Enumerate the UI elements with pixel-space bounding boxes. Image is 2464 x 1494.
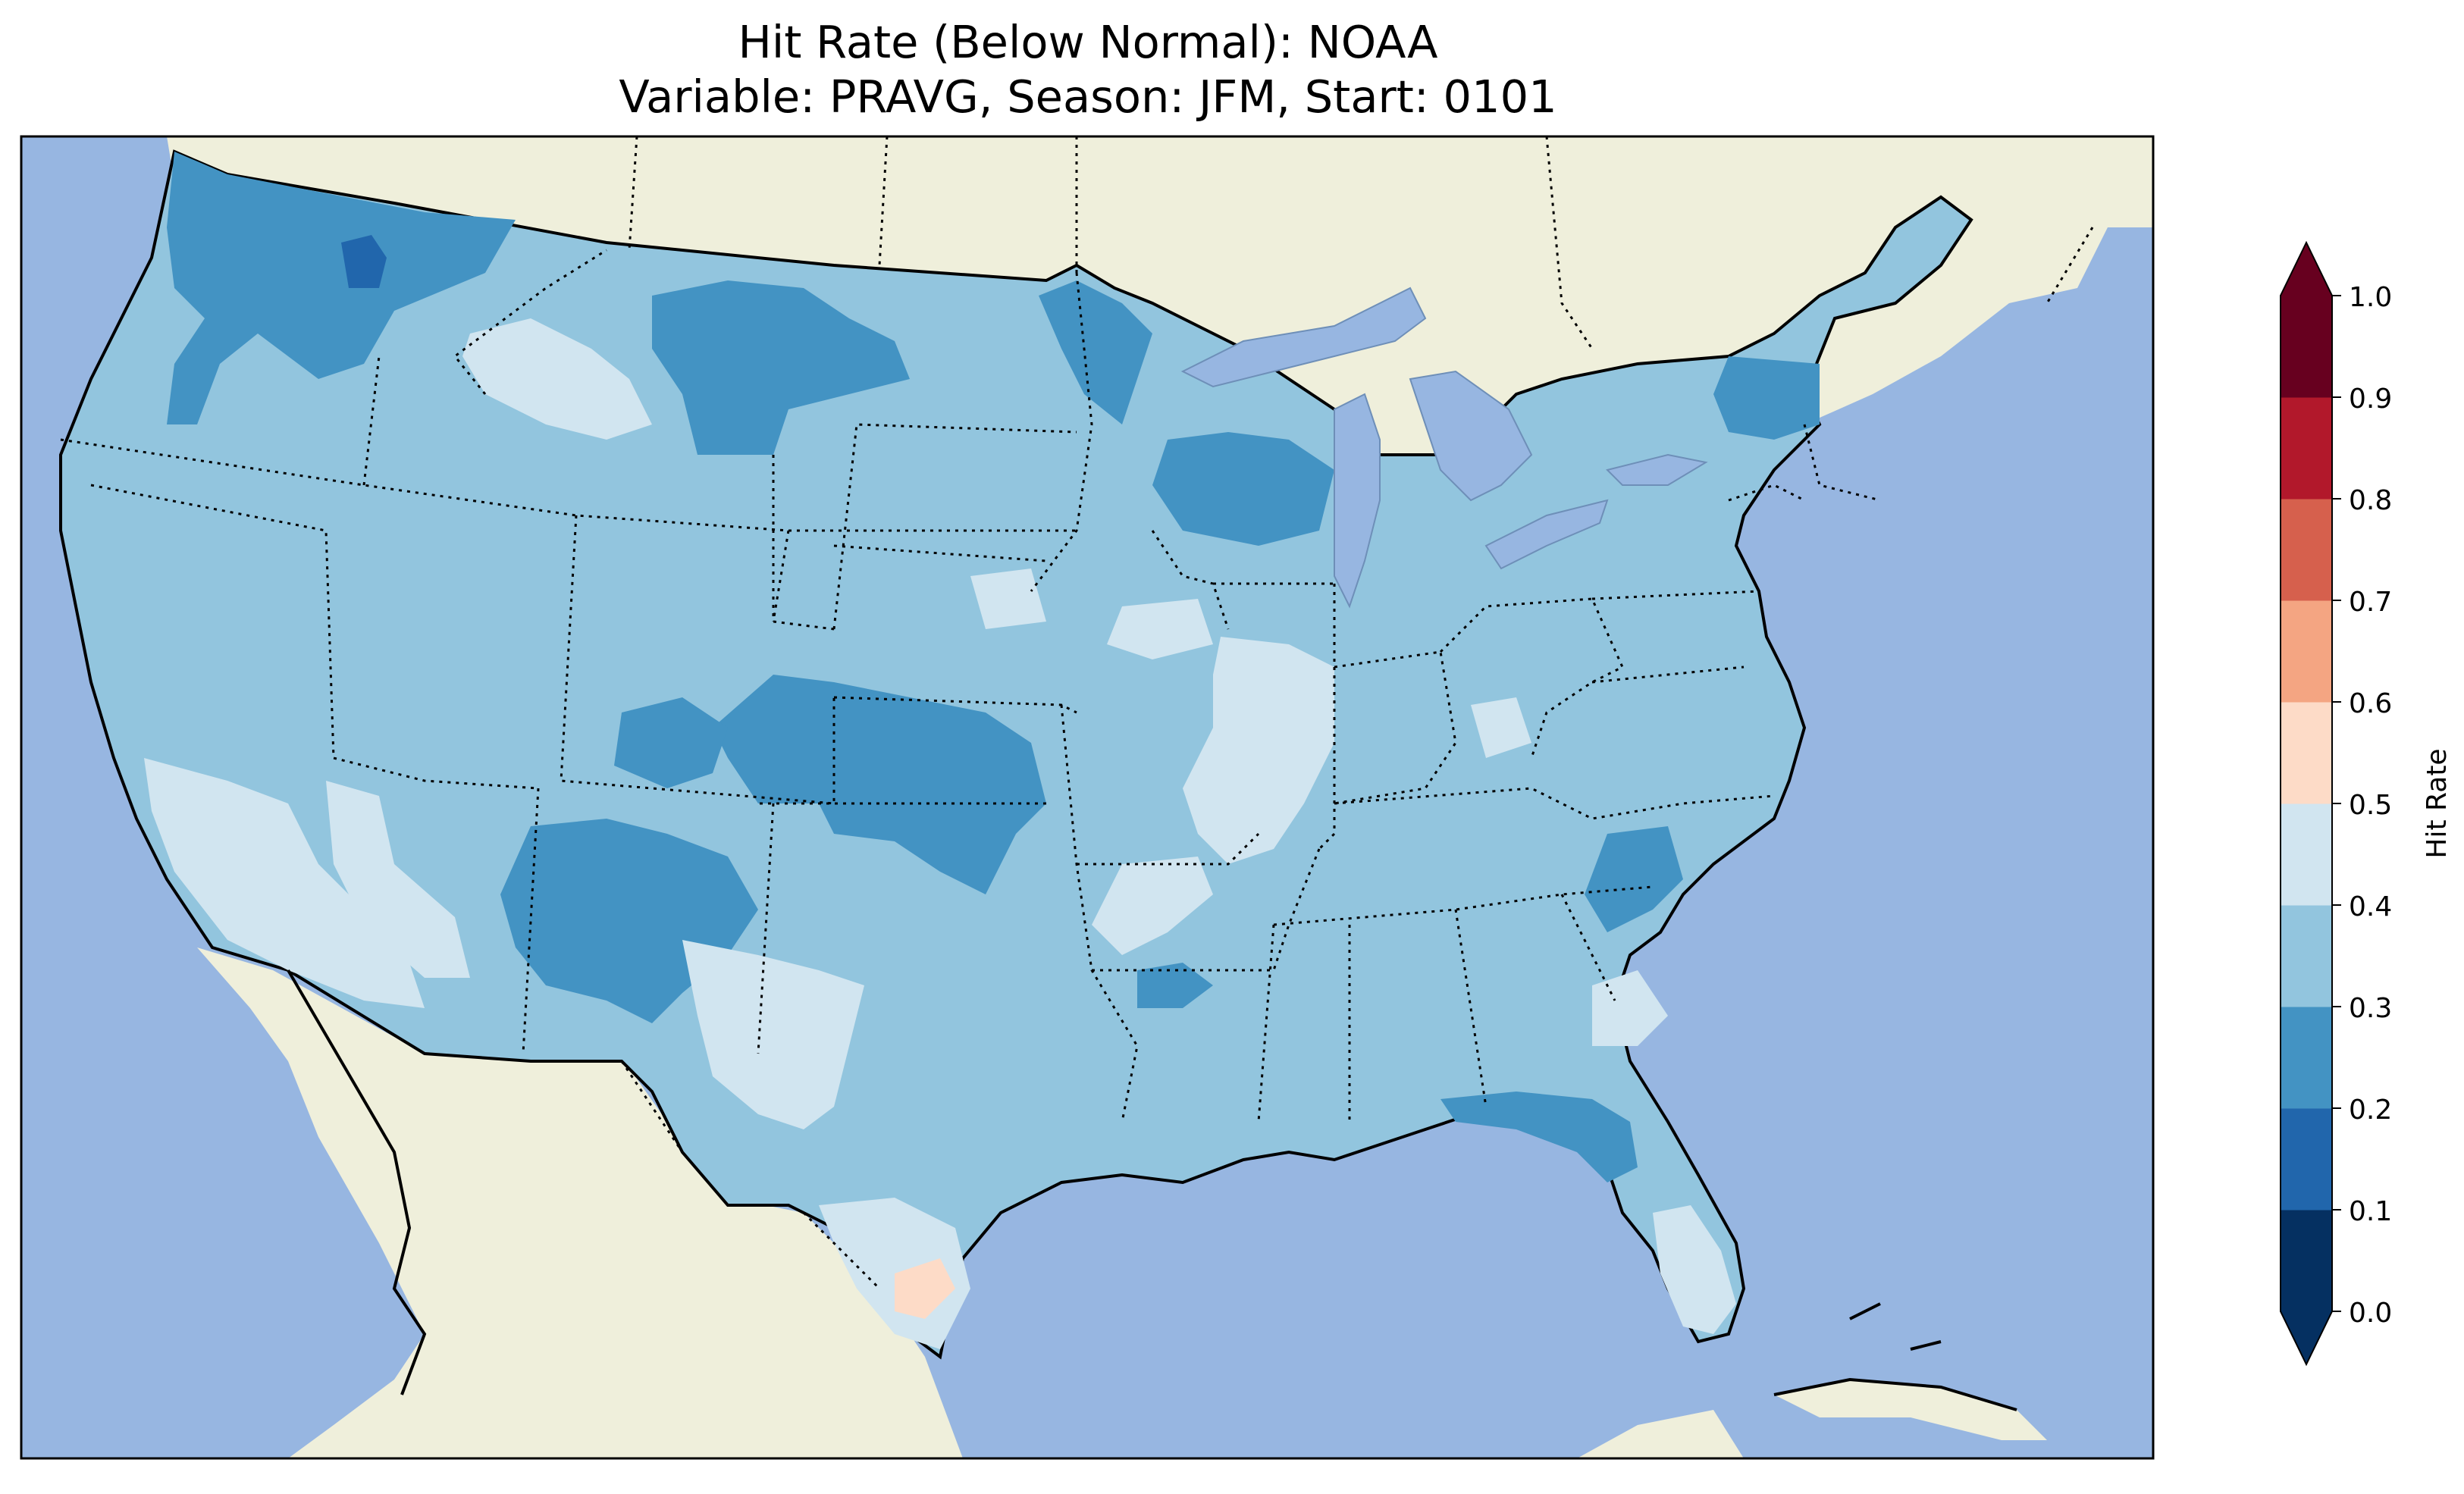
colorbar-segment [2281, 702, 2332, 804]
region-texas [682, 940, 864, 1129]
colorbar-tick-label: 0.9 [2349, 384, 2392, 415]
colorbar-tick-label: 0.8 [2349, 485, 2392, 516]
region-illinois-missouri [1183, 637, 1334, 864]
colorbar-segment [2281, 905, 2332, 1007]
region-wisconsin [1152, 432, 1334, 546]
colorbar-extend-top [2281, 243, 2332, 296]
colorbar-label: Hit Rate [2422, 748, 2453, 858]
chart-title: Hit Rate (Below Normal): NOAA Variable: … [21, 15, 2155, 124]
map-frame [20, 135, 2155, 1460]
colorbar-tick-label: 0.7 [2349, 587, 2392, 618]
colorbar-segment [2281, 803, 2332, 906]
colorbar-tick-label: 0.2 [2349, 1095, 2392, 1126]
lake-michigan [1334, 393, 1381, 609]
region-nebraska [970, 568, 1046, 629]
canada-provinces [628, 136, 2094, 349]
region-pnw [167, 152, 516, 424]
lake-erie [1484, 499, 1609, 570]
mexico-state-lines [620, 1060, 881, 1290]
colorbar-tick-label: 0.3 [2349, 993, 2392, 1024]
region-minnesota [1039, 280, 1152, 424]
cuba-land [1774, 1380, 2047, 1440]
region-kentucky [1471, 697, 1531, 758]
region-utah [614, 697, 728, 788]
region-arkansas-north [1092, 857, 1213, 955]
region-georgia-coast [1592, 970, 1668, 1046]
state-borders [60, 249, 1881, 1123]
mexico-land [197, 947, 963, 1458]
region-washington-dark [341, 235, 387, 288]
title-line-1: Hit Rate (Below Normal): NOAA [738, 16, 1438, 68]
colorbar-segment [2281, 1007, 2332, 1109]
colorbar-segment [2281, 600, 2332, 703]
region-southern-florida [1653, 1205, 1736, 1334]
region-iowa [1107, 599, 1213, 659]
region-idaho-plains [462, 318, 652, 440]
region-colorado [713, 675, 1046, 894]
colorbar-tick-label: 0.6 [2349, 688, 2392, 719]
region-florida-panhandle [1440, 1092, 1638, 1182]
coastline [287, 969, 2017, 1411]
region-rio-grande [895, 1258, 955, 1319]
colorbar-segment [2281, 397, 2332, 500]
region-new-york [1713, 356, 1820, 440]
region-montana [652, 280, 910, 455]
colorbar-extend-bottom [2281, 1311, 2332, 1364]
title-line-2: Variable: PRAVG, Season: JFM, Start: 010… [619, 70, 1557, 123]
region-nevada-south [326, 781, 470, 978]
colorbar-tick-label: 0.5 [2349, 790, 2392, 821]
lake-superior [1180, 287, 1427, 388]
colorbar-segment [2281, 296, 2332, 398]
colorbar-tick-label: 0.1 [2349, 1196, 2392, 1227]
lake-huron [1409, 370, 1533, 502]
colorbar-segment [2281, 499, 2332, 601]
lake-ontario [1606, 453, 1708, 486]
region-carolinas [1585, 826, 1683, 932]
colorbar-segment [2281, 1108, 2332, 1211]
colorbar-tick-label: 1.0 [2349, 282, 2392, 313]
colorbar-segment [2281, 1210, 2332, 1312]
region-arkansas [1137, 963, 1213, 1008]
colorbar-tick-label: 0.0 [2349, 1298, 2392, 1329]
yucatan-land [1577, 1410, 1744, 1458]
colorbar-tick-label: 0.4 [2349, 891, 2392, 922]
region-southern-california [144, 758, 425, 1008]
